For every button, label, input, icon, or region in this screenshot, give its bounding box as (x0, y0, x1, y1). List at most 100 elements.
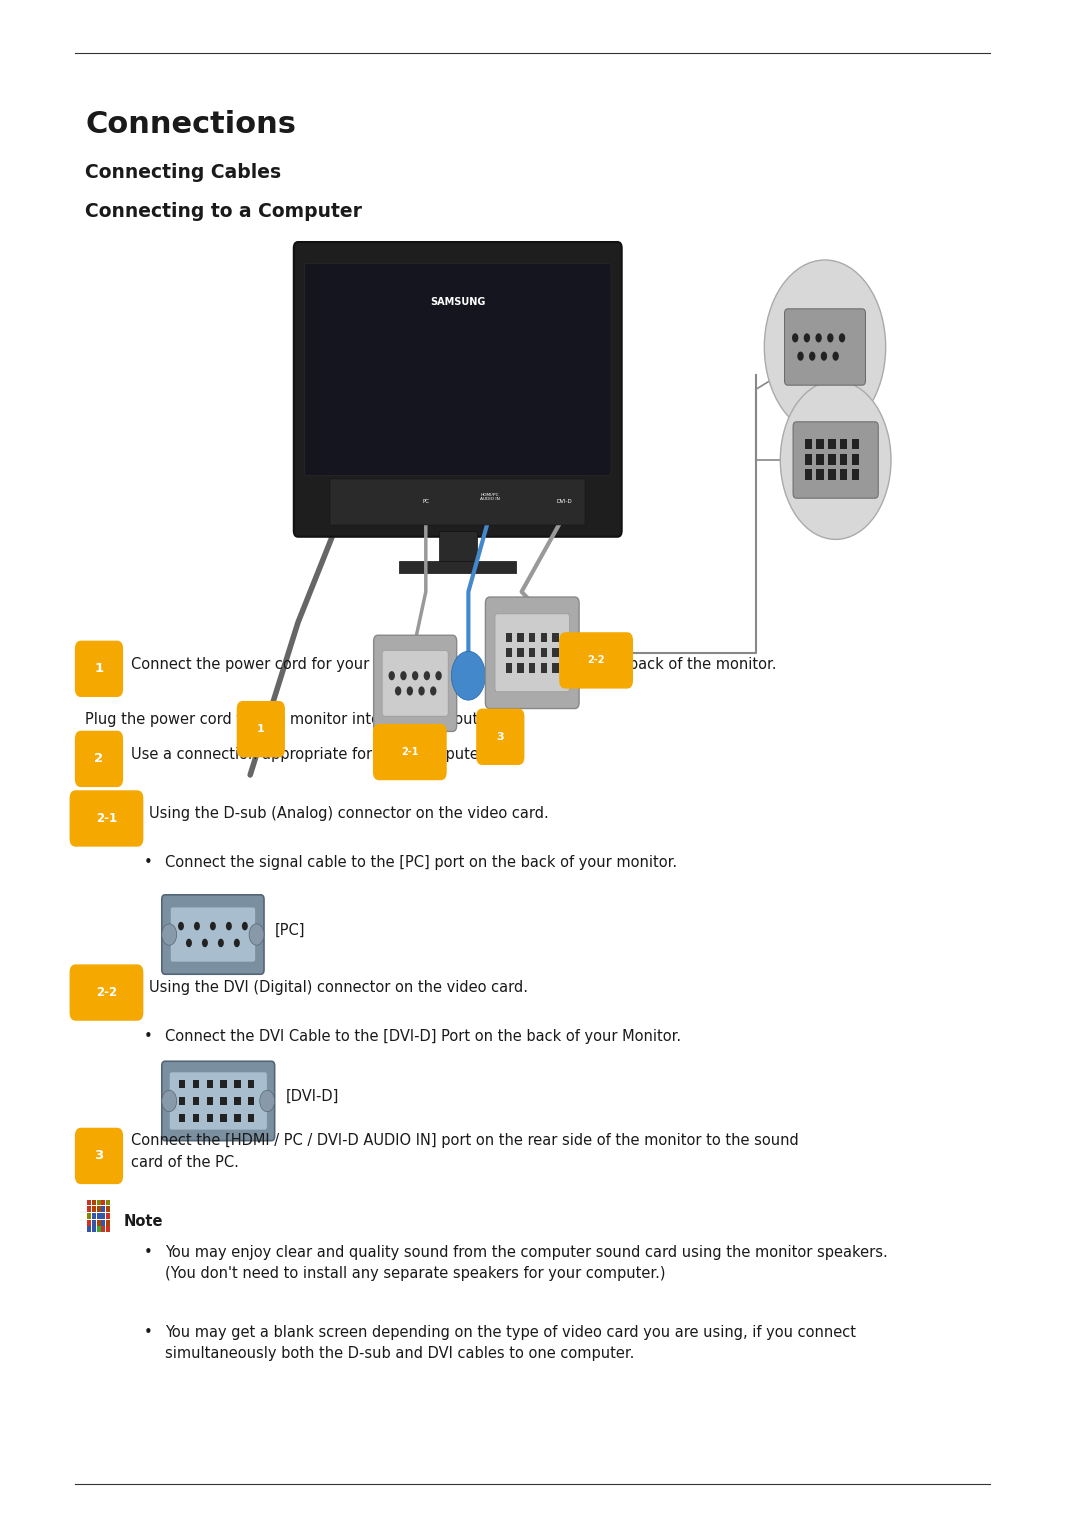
Bar (816, 469, 824, 479)
Bar (179, 1115, 186, 1121)
Circle shape (218, 939, 224, 947)
Text: Use a connection appropriate for your computer.: Use a connection appropriate for your co… (131, 747, 488, 762)
Text: Connecting Cables: Connecting Cables (85, 163, 281, 182)
Text: 2-1: 2-1 (96, 812, 117, 825)
Circle shape (804, 333, 810, 342)
Bar (828, 454, 836, 464)
FancyBboxPatch shape (76, 1128, 122, 1183)
Text: PC: PC (422, 499, 430, 504)
Circle shape (249, 924, 264, 945)
Bar (92, 1220, 96, 1226)
Bar (852, 438, 859, 449)
Bar (541, 663, 548, 672)
Text: Note: Note (123, 1214, 163, 1229)
Bar (102, 1206, 106, 1212)
Text: Using the D-sub (Analog) connector on the video card.: Using the D-sub (Analog) connector on th… (149, 806, 549, 822)
Bar (106, 1200, 110, 1205)
Bar (192, 1115, 199, 1121)
Bar (92, 1206, 96, 1212)
Text: 1: 1 (257, 724, 265, 734)
Text: Using the DVI (Digital) connector on the video card.: Using the DVI (Digital) connector on the… (149, 980, 528, 996)
Text: 3: 3 (94, 1150, 104, 1162)
Bar (96, 1226, 100, 1232)
Bar (805, 438, 812, 449)
Text: 2-1: 2-1 (401, 747, 419, 757)
Bar (805, 454, 812, 464)
Bar (87, 1212, 92, 1219)
Circle shape (162, 924, 177, 945)
FancyBboxPatch shape (784, 308, 865, 385)
Text: You may enjoy clear and quality sound from the computer sound card using the mon: You may enjoy clear and quality sound fr… (165, 1245, 888, 1281)
Circle shape (194, 922, 200, 930)
Text: •: • (144, 855, 152, 870)
Circle shape (423, 672, 430, 681)
Bar (529, 632, 536, 641)
FancyBboxPatch shape (485, 597, 579, 709)
FancyBboxPatch shape (76, 731, 122, 786)
FancyBboxPatch shape (374, 635, 457, 731)
Bar (220, 1096, 227, 1106)
FancyBboxPatch shape (495, 614, 569, 692)
Bar (840, 438, 848, 449)
Bar (106, 1206, 110, 1212)
Bar (92, 1212, 96, 1219)
Text: DVI-D: DVI-D (556, 499, 572, 504)
Bar (102, 1220, 106, 1226)
Bar (102, 1226, 106, 1232)
Circle shape (162, 1090, 177, 1112)
Text: 2-2: 2-2 (588, 655, 605, 666)
Bar (541, 647, 548, 657)
Bar (87, 1206, 92, 1212)
FancyBboxPatch shape (793, 421, 878, 498)
FancyBboxPatch shape (305, 263, 611, 476)
Text: 1: 1 (94, 663, 104, 675)
FancyBboxPatch shape (162, 895, 264, 974)
Text: •: • (144, 1029, 152, 1044)
Circle shape (827, 333, 834, 342)
Text: 2: 2 (94, 753, 104, 765)
Circle shape (430, 686, 436, 696)
FancyBboxPatch shape (70, 791, 143, 846)
Text: [DVI-D]: [DVI-D] (285, 1089, 339, 1104)
Bar (438, 531, 477, 565)
Bar (234, 1115, 241, 1121)
Bar (179, 1081, 186, 1087)
Bar (206, 1096, 213, 1106)
Circle shape (401, 672, 407, 681)
FancyBboxPatch shape (70, 965, 143, 1020)
Text: •: • (144, 1245, 152, 1260)
Bar (96, 1206, 100, 1212)
Bar (192, 1081, 199, 1087)
Bar (553, 647, 558, 657)
Text: Connect the DVI Cable to the [DVI-D] Port on the back of your Monitor.: Connect the DVI Cable to the [DVI-D] Por… (165, 1029, 681, 1044)
Bar (92, 1226, 96, 1232)
Bar (816, 438, 824, 449)
FancyBboxPatch shape (374, 725, 446, 780)
FancyBboxPatch shape (382, 651, 448, 716)
Circle shape (389, 672, 395, 681)
Bar (206, 1081, 213, 1087)
Bar (517, 632, 524, 641)
Bar (87, 1220, 92, 1226)
FancyBboxPatch shape (477, 709, 524, 765)
Bar (102, 1212, 106, 1219)
Bar (505, 663, 512, 672)
Bar (102, 1200, 106, 1205)
Circle shape (210, 922, 216, 930)
Bar (220, 1115, 227, 1121)
Bar (92, 1200, 96, 1205)
Text: You may get a blank screen depending on the type of video card you are using, if: You may get a blank screen depending on … (165, 1325, 856, 1362)
Circle shape (792, 333, 798, 342)
Bar (529, 647, 536, 657)
Bar (96, 1212, 100, 1219)
Bar (840, 454, 848, 464)
Text: Connect the [HDMI / PC / DVI-D AUDIO IN] port on the rear side of the monitor to: Connect the [HDMI / PC / DVI-D AUDIO IN]… (131, 1133, 799, 1170)
Circle shape (411, 672, 418, 681)
Bar (179, 1096, 186, 1106)
Bar (248, 1081, 255, 1087)
Circle shape (226, 922, 232, 930)
FancyBboxPatch shape (170, 1072, 267, 1130)
Bar (87, 1226, 92, 1232)
Text: Connect the signal cable to the [PC] port on the back of your monitor.: Connect the signal cable to the [PC] por… (165, 855, 677, 870)
Bar (505, 632, 512, 641)
